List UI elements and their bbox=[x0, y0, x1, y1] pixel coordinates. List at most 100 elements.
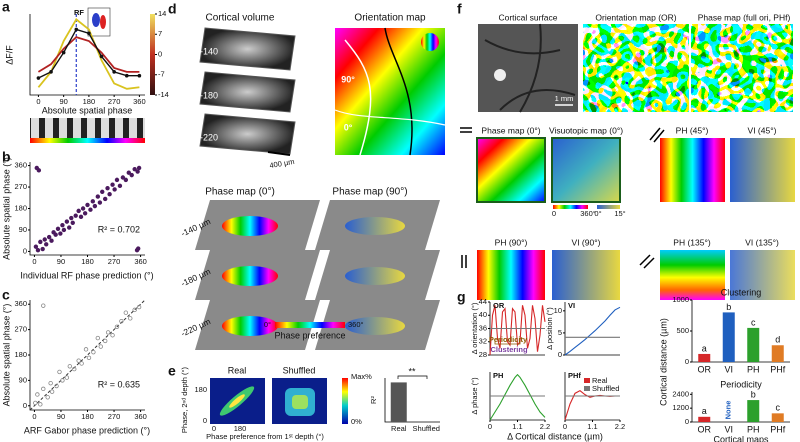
scatter-point bbox=[35, 392, 40, 397]
scale-label: 1 mm bbox=[555, 94, 574, 103]
y-tick-label: 90 bbox=[19, 225, 27, 234]
scatter-point bbox=[38, 239, 43, 245]
x-tick-label: 1.1 bbox=[587, 422, 597, 431]
colorbar-label: 360° bbox=[348, 320, 364, 329]
significance: ** bbox=[408, 366, 416, 376]
phase-patch bbox=[345, 317, 405, 335]
cortical-volume bbox=[199, 27, 296, 156]
image-title: PH (90°) bbox=[495, 237, 528, 247]
scatter-point bbox=[60, 378, 65, 383]
scatter-point bbox=[60, 222, 65, 228]
data-point bbox=[49, 70, 53, 74]
phase-map bbox=[660, 138, 725, 202]
bar bbox=[390, 382, 407, 422]
image-title: VI (45°) bbox=[748, 125, 777, 135]
legend-label: Real bbox=[592, 376, 608, 385]
depth-label: -180 bbox=[200, 90, 218, 100]
x-tick-label: 360 bbox=[133, 97, 146, 106]
scatter-point bbox=[91, 349, 96, 355]
bar bbox=[747, 327, 760, 362]
phase-strip bbox=[30, 138, 145, 143]
colorbar-label: -7 bbox=[158, 70, 165, 79]
y-axis-label: Absolute spatial phase (°) bbox=[1, 304, 11, 407]
scatter-point bbox=[53, 232, 58, 237]
scatter-point bbox=[105, 330, 111, 335]
scatter-point bbox=[76, 358, 81, 363]
data-line bbox=[37, 36, 140, 73]
panel-label: c bbox=[2, 287, 10, 303]
visuotopic-map bbox=[552, 250, 620, 300]
scatter-point bbox=[67, 225, 72, 230]
data-point bbox=[112, 70, 116, 74]
plot-title: PH bbox=[493, 371, 503, 380]
orientation-map bbox=[334, 27, 446, 156]
y-tick-label: 180 bbox=[14, 350, 27, 359]
value-label: c bbox=[751, 317, 756, 327]
colorbar-label: 0 bbox=[158, 49, 162, 58]
y-tick-label: 360 bbox=[14, 299, 27, 308]
y-tick-label: 32 bbox=[479, 337, 487, 346]
y-tick-label: 5 bbox=[558, 328, 562, 337]
x-tick-label: 360 bbox=[134, 257, 147, 266]
image-title: Phase map (full ori, PHf) bbox=[698, 12, 791, 22]
contour bbox=[344, 39, 372, 156]
data-line bbox=[37, 18, 140, 90]
colorbar bbox=[597, 205, 620, 209]
x-axis-label: Absolute spatial phase bbox=[42, 105, 133, 115]
scatter-point bbox=[132, 307, 137, 313]
y-tick-label: 1200 bbox=[672, 403, 689, 412]
x-tick-label: 2.2 bbox=[615, 422, 625, 431]
x-tick-label: PH bbox=[747, 364, 760, 374]
data-line bbox=[564, 306, 621, 356]
x-tick-label: OR bbox=[698, 424, 712, 434]
y-tick-label: 0 bbox=[23, 401, 27, 410]
image-title: Orientation map (OR) bbox=[595, 12, 676, 22]
scatter-point bbox=[79, 361, 84, 366]
panel-title: Cortical volume bbox=[206, 13, 275, 24]
rf-lobe bbox=[100, 15, 106, 29]
y-tick-label: 500 bbox=[676, 326, 689, 335]
colorbar bbox=[342, 378, 348, 424]
scatter-point bbox=[46, 234, 52, 240]
value-label: a bbox=[702, 406, 707, 416]
scatter-point bbox=[98, 344, 103, 349]
phase-patch bbox=[222, 316, 278, 336]
x-tick-label: 1.1 bbox=[512, 422, 522, 431]
scatter-point bbox=[78, 214, 84, 220]
contour bbox=[384, 27, 413, 156]
y-axis-label: Absolute spatial phase (°) bbox=[1, 157, 11, 260]
phf-map bbox=[691, 24, 793, 112]
x-tick-label: 360 bbox=[134, 412, 147, 421]
visuotopic-map bbox=[730, 138, 795, 202]
bar bbox=[771, 413, 784, 422]
scatter-point bbox=[48, 381, 53, 386]
volume-slice bbox=[199, 27, 296, 71]
colorbar-label: 0° bbox=[594, 209, 601, 218]
image-title: VI (90°) bbox=[572, 237, 601, 247]
bar bbox=[747, 400, 760, 422]
y-tick-label: 0 bbox=[558, 350, 562, 359]
x-tick-label: OR bbox=[698, 364, 712, 374]
trend-line bbox=[29, 299, 146, 411]
landmark bbox=[494, 69, 506, 81]
y-tick-label: 0 bbox=[203, 416, 207, 425]
periodicity-bracket bbox=[494, 341, 521, 345]
scatter-point bbox=[73, 213, 78, 218]
annotation: Periodicity bbox=[489, 335, 528, 344]
colorbar-label: 360° bbox=[580, 209, 596, 218]
scatter-point bbox=[41, 303, 46, 308]
scatter-point bbox=[136, 165, 142, 171]
scatter-point bbox=[44, 242, 49, 247]
y-tick-label: 0 bbox=[23, 246, 27, 255]
scatter-point bbox=[70, 220, 75, 226]
image-title: Phase map (0°) bbox=[481, 125, 540, 135]
phase-patch bbox=[222, 216, 278, 236]
scatter-point bbox=[105, 186, 110, 191]
scatter-point bbox=[88, 207, 93, 212]
x-tick-label: 270 bbox=[108, 412, 121, 421]
scatter-point bbox=[95, 194, 101, 199]
x-tick-label: 0 bbox=[212, 424, 216, 433]
scale-label: 400 µm bbox=[269, 157, 295, 170]
y-tick-label: 270 bbox=[14, 182, 27, 191]
